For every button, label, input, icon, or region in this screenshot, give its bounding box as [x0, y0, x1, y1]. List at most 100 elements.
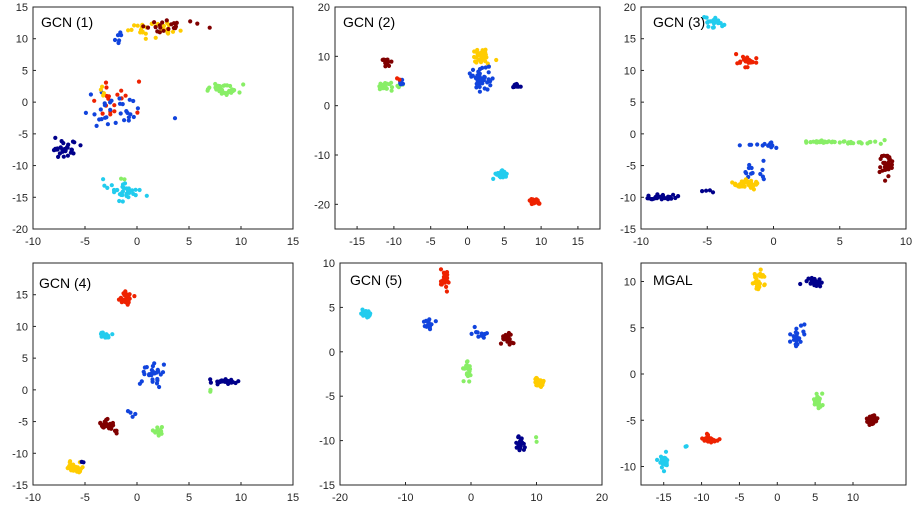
scatter-point	[124, 193, 129, 199]
scatter-point	[465, 373, 470, 379]
scatter-point	[491, 176, 496, 181]
x-tick-label: -10	[386, 236, 402, 248]
scatter-point	[715, 19, 720, 24]
scatter-point	[65, 153, 70, 158]
scatter-point	[70, 139, 76, 144]
scatter-point	[842, 139, 847, 144]
scatter-point	[495, 171, 500, 176]
scatter-point	[748, 60, 753, 65]
scatter-point	[120, 199, 125, 204]
scatter-point	[488, 79, 493, 84]
x-tick-label: 5	[186, 236, 192, 248]
x-tick-label: -5	[80, 236, 90, 248]
x-tick-label: 10	[235, 492, 247, 504]
scatter-point	[536, 377, 541, 383]
y-tick-label: -5	[325, 391, 335, 403]
scatter-point	[221, 83, 226, 88]
scatter-point	[832, 139, 837, 145]
scatter-point	[872, 413, 877, 418]
scatter-point	[473, 59, 478, 64]
scatter-point	[125, 409, 131, 414]
scatter-point	[55, 146, 60, 151]
scatter-point	[59, 139, 64, 144]
scatter-point	[92, 98, 97, 103]
scatter-point	[461, 379, 466, 384]
scatter-point	[735, 61, 740, 66]
scatter-point	[381, 57, 386, 62]
x-tick-label: 15	[572, 236, 584, 248]
y-tick-label: -20	[12, 224, 28, 236]
scatter-point	[171, 21, 177, 26]
scatter-point	[225, 83, 230, 88]
scatter-point	[878, 141, 883, 146]
scatter-point	[464, 363, 470, 368]
scatter-point	[534, 435, 539, 440]
scatter-point	[469, 331, 474, 336]
scatter-point	[769, 140, 774, 145]
scatter-point	[488, 83, 493, 88]
scatter-point	[706, 435, 711, 440]
scatter-point	[213, 81, 218, 87]
scatter-point	[68, 459, 73, 464]
scatter-point	[389, 59, 394, 64]
scatter-point	[135, 106, 140, 111]
scatter-point	[111, 187, 117, 193]
scatter-point	[143, 31, 148, 36]
scatter-point	[517, 446, 522, 451]
scatter-point	[69, 147, 74, 152]
scatter-point	[208, 387, 213, 392]
scatter-point	[702, 15, 707, 20]
y-tick-label: -15	[12, 480, 28, 492]
scatter-point	[360, 312, 366, 317]
scatter-point	[442, 272, 447, 277]
y-tick-label: 0	[324, 101, 330, 113]
scatter-point	[878, 165, 883, 170]
scatter-point	[793, 330, 798, 335]
scatter-point	[806, 276, 811, 281]
y-tick-label: -5	[18, 129, 28, 141]
scatter-point	[118, 111, 123, 116]
scatter-point	[733, 181, 738, 186]
scatter-point	[105, 416, 110, 422]
scatter-point	[474, 330, 479, 335]
scatter-point	[464, 359, 470, 364]
scatter-point	[132, 23, 137, 28]
scatter-point	[475, 73, 480, 78]
x-tick-label: 5	[812, 492, 818, 504]
scatter-point	[710, 190, 716, 195]
scatter-point	[173, 26, 178, 31]
scatter-point	[480, 81, 485, 86]
scatter-point	[817, 398, 822, 403]
scatter-point	[472, 324, 477, 330]
scatter-point	[659, 465, 665, 470]
scatter-point	[105, 122, 110, 127]
scatter-point	[867, 140, 872, 145]
x-tick-label: 5	[501, 236, 507, 248]
x-tick-label: -5	[80, 492, 90, 504]
x-tick-label: -5	[426, 236, 436, 248]
panel-title: MGAL	[653, 272, 693, 288]
scatter-point	[106, 96, 111, 101]
scatter-point	[820, 391, 825, 396]
scatter-point	[94, 123, 99, 128]
scatter-point	[108, 107, 113, 112]
scatter-point	[129, 27, 134, 32]
scatter-point	[165, 30, 170, 35]
scatter-point	[467, 71, 472, 76]
x-tick-label: 10	[535, 236, 547, 248]
y-tick-label: 10	[624, 277, 636, 289]
scatter-point	[884, 153, 889, 159]
x-tick-label: -10	[25, 236, 41, 248]
scatter-point	[57, 151, 63, 156]
scatter-point	[758, 267, 763, 272]
panel-mgal: -15 -10 -5 0 5 10 -10 -5 0 5 10 MGAL	[620, 262, 907, 504]
scatter-point	[480, 333, 485, 338]
plot-area	[334, 6, 601, 230]
scatter-point	[120, 184, 125, 189]
scatter-point	[108, 100, 113, 105]
scatter-point	[172, 116, 178, 121]
scatter-point	[760, 174, 766, 179]
scatter-point	[112, 109, 117, 114]
scatter-point	[427, 324, 432, 329]
scatter-point	[112, 37, 118, 43]
